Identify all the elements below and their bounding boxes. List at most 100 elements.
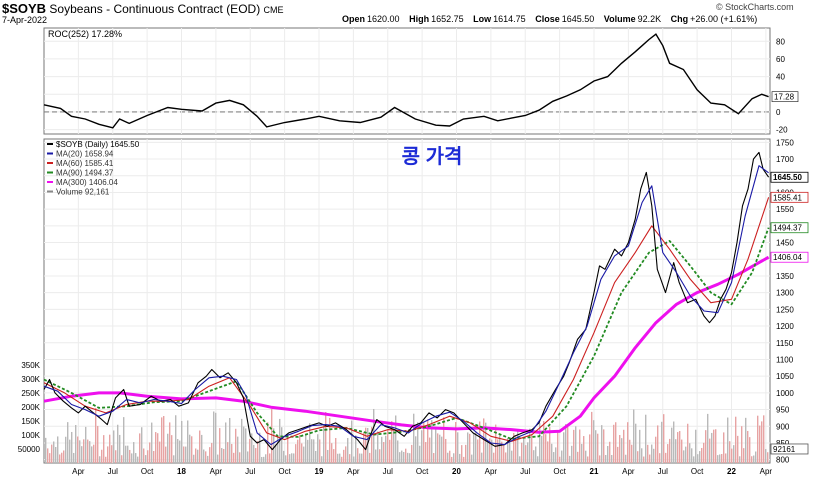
volume-bar (215, 412, 217, 463)
volume-bar (661, 421, 663, 463)
volume-bar (537, 456, 539, 463)
volume-bar (725, 453, 727, 463)
high-value: 1652.75 (431, 14, 464, 24)
volume-bar (295, 444, 297, 463)
volume-bar (309, 423, 311, 463)
value-label-box (770, 171, 809, 183)
volume-bar (311, 439, 313, 463)
volume-bar (593, 420, 595, 463)
volume-bar (217, 454, 219, 463)
volume-bar (503, 444, 505, 463)
volume-bar (471, 454, 473, 463)
volume-bar (129, 449, 131, 463)
series-line-price (43, 151, 770, 451)
volume-bar (333, 449, 335, 463)
price-tick-label: 900 (776, 422, 790, 431)
volume-bar (329, 417, 331, 463)
volume-bar (385, 435, 387, 463)
volume-bar (733, 445, 735, 463)
volume-bar (717, 455, 719, 463)
volume-bar (125, 445, 127, 463)
volume-bar (147, 450, 149, 463)
roc-panel-frame (43, 27, 771, 135)
volume-bar (421, 430, 423, 463)
value-label-text: 1585.41 (773, 193, 802, 202)
volume-bar (63, 450, 65, 463)
volume-bar (305, 434, 307, 463)
volume-bar (611, 454, 613, 463)
volume-bar (237, 436, 239, 463)
volume-bar (659, 453, 661, 463)
volume-bar (579, 429, 581, 463)
volume-bar (49, 453, 51, 463)
roc-panel: -20020406080 ROC(252) 17.28% 17.28 (43, 27, 799, 135)
volume-bar (77, 436, 79, 463)
volume-bar (491, 439, 493, 463)
volume-bar (551, 443, 553, 463)
volume-bar (723, 432, 725, 463)
exchange: CME (263, 5, 284, 15)
roc-tick-label: 60 (776, 55, 785, 64)
volume-bar (367, 427, 369, 463)
volume-bar (243, 426, 245, 463)
volume-bar (139, 433, 141, 463)
roc-tick-label: 80 (776, 37, 785, 46)
volume-bar (763, 415, 765, 463)
volume-bar (271, 409, 273, 463)
volume-bar (521, 442, 523, 463)
volume-bar (437, 433, 439, 463)
volume-bar (539, 423, 541, 463)
volume-bar (331, 443, 333, 463)
volume-bar (91, 446, 93, 463)
volume-bar (169, 422, 171, 463)
price-tick-label: 800 (776, 456, 790, 465)
volume-bar (73, 452, 75, 463)
volume-bar (425, 442, 427, 463)
volume-bar (727, 417, 729, 463)
price-panel: 800 850 900 950 1000 1050 1100 1150 1200 1250 1300… (18, 138, 809, 476)
volume-bar (141, 427, 143, 463)
volume-bar (177, 439, 179, 463)
volume-bar (555, 447, 557, 463)
volume-bar (737, 435, 739, 463)
volume-bar (379, 449, 381, 463)
volume-bar (365, 427, 367, 463)
quote-date: 7-Apr-2022 (2, 15, 48, 25)
volume-bar (529, 428, 531, 463)
volume-bar (541, 435, 543, 463)
volume-bar (263, 456, 265, 463)
volume-bar (267, 422, 269, 463)
volume-bar (149, 442, 151, 463)
volume-bar (261, 456, 263, 463)
roc-tick-label: 40 (776, 73, 785, 82)
volume-bar (741, 426, 743, 463)
volume-bar (667, 444, 669, 463)
x-tick-label: 22 (727, 467, 736, 476)
volume-bar (473, 432, 475, 463)
volume-bar (71, 431, 73, 463)
volume-bar (543, 421, 545, 463)
x-tick-label: Jul (658, 467, 668, 476)
volume-bar (185, 446, 187, 463)
x-axis: Apr Jul Oct 18 Apr Jul Oct 19 Apr Jul Oct 20 Apr Jul O… (72, 467, 772, 476)
volume-bar (287, 436, 289, 463)
x-tick-label: Oct (691, 467, 704, 476)
x-tick-label: 18 (177, 467, 186, 476)
volume-bar (639, 429, 641, 463)
volume-bar (695, 429, 697, 463)
volume-bar (499, 433, 501, 463)
volume-bar (353, 456, 355, 463)
volume-bar (387, 429, 389, 463)
volume-label: Volume (603, 14, 636, 24)
roc-value-text: 17.28 (774, 93, 795, 102)
x-tick-label: 20 (452, 467, 461, 476)
volume-bar (469, 433, 471, 463)
volume-bar (525, 445, 527, 463)
volume-bar (463, 456, 465, 463)
value-label-text: 1645.50 (773, 173, 802, 182)
volume-bar (601, 425, 603, 463)
volume-bar (747, 430, 749, 463)
price-tick-label: 1750 (776, 138, 794, 147)
roc-tick-label: -20 (776, 126, 788, 135)
volume-bar (187, 420, 189, 463)
